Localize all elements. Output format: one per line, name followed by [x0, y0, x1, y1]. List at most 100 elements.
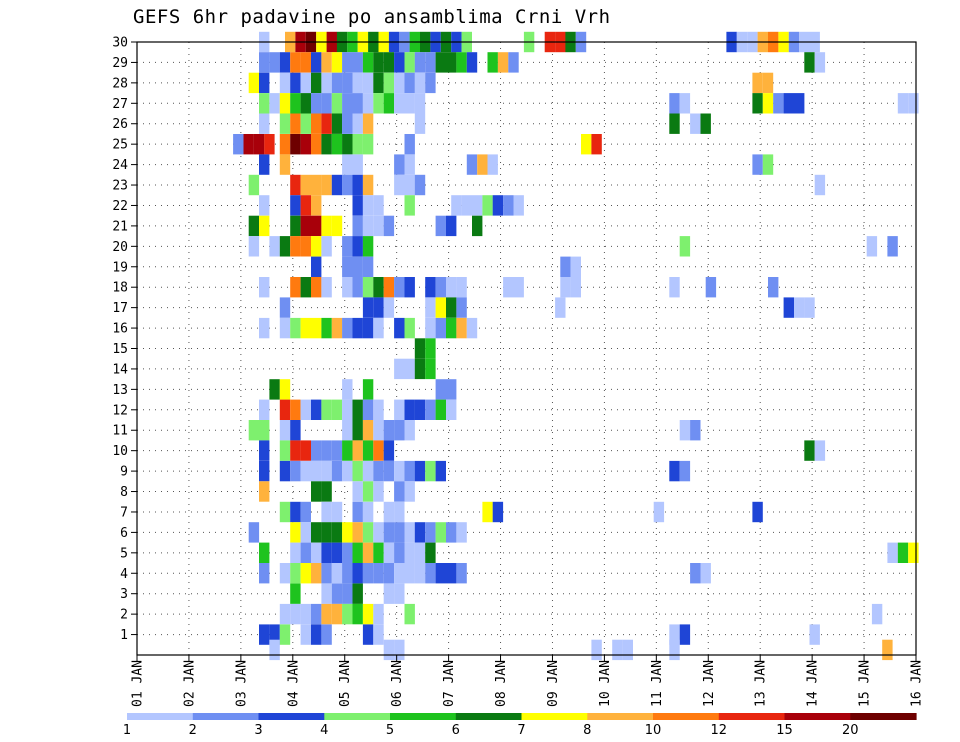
heatmap-cell [414, 399, 426, 420]
heatmap-cell [503, 277, 514, 298]
heatmap-cell [259, 195, 270, 216]
colorbar-tick-label: 5 [386, 723, 394, 738]
heatmap-cell [279, 52, 291, 73]
heatmap-cell [897, 93, 909, 114]
heatmap-cell [352, 583, 363, 604]
heatmap-cell [383, 440, 395, 461]
heatmap-cell [679, 460, 691, 482]
x-tick-label: 02 JAN [182, 660, 197, 707]
heatmap-cell [311, 72, 322, 94]
heatmap-cell [679, 93, 691, 114]
heatmap-cell [331, 440, 343, 461]
heatmap-cell [591, 639, 602, 661]
y-tick-label: 27 [112, 97, 128, 112]
heatmap-cell [394, 52, 405, 73]
heatmap-cell [435, 52, 446, 73]
heatmap-cell [482, 501, 493, 523]
heatmap-cell [404, 481, 415, 502]
heatmap-cell [414, 52, 426, 73]
heatmap-cell [259, 72, 270, 94]
heatmap-cell [321, 522, 332, 543]
heatmap-cell [497, 52, 509, 73]
heatmap-cell [342, 52, 353, 73]
heatmap-cell [456, 522, 467, 543]
y-tick-label: 28 [112, 76, 128, 91]
heatmap-cell [768, 277, 779, 298]
heatmap-cell [321, 277, 332, 298]
heatmap-cell [373, 72, 384, 94]
y-tick-label: 3 [120, 587, 128, 602]
heatmap-cell [362, 93, 374, 114]
heatmap-cell [279, 563, 291, 584]
heatmap-cell [342, 379, 353, 400]
x-tick-label: 05 JAN [338, 660, 353, 707]
heatmap-cell [311, 481, 322, 502]
heatmap-cell [290, 215, 301, 237]
heatmap-cell [908, 93, 919, 114]
heatmap-cell [446, 277, 457, 298]
heatmap-cell [425, 542, 436, 563]
heatmap-cell [446, 52, 457, 73]
y-tick-label: 24 [112, 158, 128, 173]
heatmap-cell [269, 379, 280, 400]
heatmap-cell [394, 501, 405, 523]
heatmap-cell [492, 501, 504, 523]
heatmap-cell [352, 277, 363, 298]
heatmap-cell [352, 52, 363, 73]
colorbar-swatch [192, 713, 260, 720]
heatmap-cell [435, 317, 446, 339]
heatmap-cell [352, 440, 363, 461]
heatmap-cell [794, 93, 805, 114]
heatmap-cell [300, 134, 311, 155]
heatmap-cell [394, 460, 405, 482]
heatmap-cell [804, 52, 815, 73]
heatmap-cell [487, 154, 498, 175]
x-tick-label: 13 JAN [754, 660, 769, 707]
heatmap-cell [503, 195, 514, 216]
heatmap-cell [897, 542, 909, 563]
heatmap-cell [321, 134, 332, 155]
heatmap-cell [352, 481, 363, 502]
heatmap-cell [362, 134, 374, 155]
heatmap-cell [352, 603, 363, 625]
heatmap-cell [456, 277, 467, 298]
heatmap-cell [311, 174, 322, 196]
heatmap-cell [373, 542, 384, 563]
heatmap-cell [321, 603, 332, 625]
y-tick-label: 8 [120, 485, 128, 500]
heatmap-cell [311, 93, 322, 114]
heatmap-cell [404, 154, 415, 175]
colorbar-tick-label: 12 [710, 723, 727, 738]
y-tick-label: 4 [120, 567, 128, 582]
heatmap-cell [513, 195, 524, 216]
heatmap-cell [269, 624, 280, 645]
heatmap-cell [352, 195, 363, 216]
cells-layer [233, 31, 919, 661]
heatmap-cell [466, 52, 478, 73]
heatmap-cell [783, 297, 794, 318]
heatmap-cell [311, 277, 322, 298]
heatmap-cell [591, 134, 602, 155]
heatmap-cell [435, 215, 446, 237]
heatmap-cell [866, 236, 878, 257]
heatmap-cell [331, 113, 343, 134]
heatmap-cell [752, 501, 763, 523]
heatmap-cell [404, 93, 415, 114]
heatmap-cell [404, 195, 415, 216]
heatmap-cell [279, 236, 291, 257]
heatmap-cell [362, 113, 374, 134]
heatmap-cell [794, 297, 805, 318]
heatmap-cell [435, 277, 446, 298]
heatmap-cell [233, 134, 244, 155]
heatmap-cell [300, 440, 311, 461]
heatmap-cell [259, 440, 270, 461]
x-tick-label: 11 JAN [650, 660, 665, 707]
heatmap-cell [362, 624, 374, 645]
heatmap-cell [513, 277, 524, 298]
heatmap-cell [321, 215, 332, 237]
heatmap-cell [331, 542, 343, 563]
heatmap-cell [342, 420, 353, 441]
heatmap-cell [279, 460, 291, 482]
heatmap-cell [279, 440, 291, 461]
heatmap-cell [243, 134, 254, 155]
